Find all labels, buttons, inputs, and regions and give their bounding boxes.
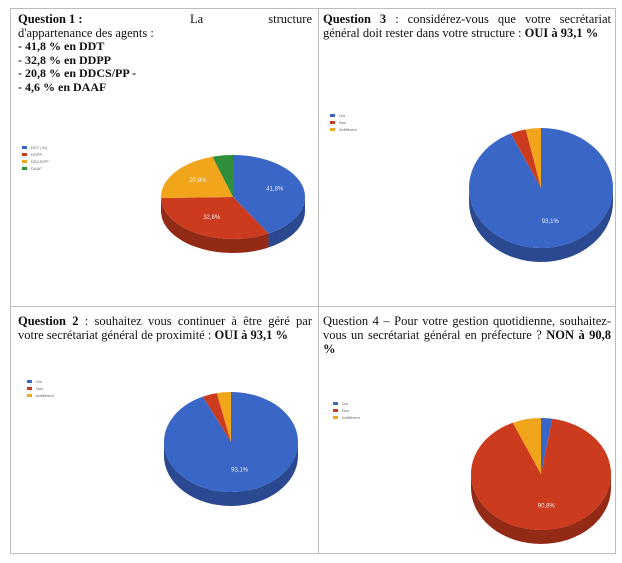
pie-slice-indiff-rent [525, 128, 541, 188]
question-4-body: – Pour votre gestion quotidienne, souhai… [323, 314, 612, 342]
legend-entry: Non [330, 119, 357, 126]
pie-slice-ddcs-pp [161, 156, 233, 199]
legend-swatch [22, 160, 27, 163]
pie-slice-ddt [233, 155, 305, 234]
cell-question-1: Question 1 : La structure d'appartenance… [18, 12, 312, 94]
pie-slice-ddpp [161, 197, 269, 240]
q1-bullet-4: - 4,6 % en DAAF [18, 79, 107, 94]
legend-entry: Non [333, 407, 360, 414]
pie-chart-question-2: 93,1% [164, 392, 299, 506]
legend-swatch [330, 128, 335, 131]
cell-question-4: Question 4 – Pour votre gestion quotidie… [323, 314, 611, 356]
question-3-body: : considérez-vous que votre secrétariat … [323, 12, 611, 40]
legend-entry: DDT (41) [22, 144, 49, 151]
table-frame [10, 8, 616, 554]
question-2-text: Question 2 : souhaitez vous continuer à … [18, 314, 312, 342]
pie-slice-side [164, 442, 298, 506]
legend-label: Oui [36, 379, 43, 384]
legend-label: DDPP [31, 152, 43, 157]
legend-label: Non [342, 408, 350, 413]
pie-slice-non [470, 418, 611, 530]
legend-label: Indifférent [339, 127, 357, 132]
legend-chart-4: Oui Non Indifférent [333, 400, 360, 421]
legend-swatch [333, 416, 338, 419]
legend-label: Oui [339, 113, 346, 118]
question-4-heading: Question 4 [323, 314, 379, 328]
legend-label: DDT (41) [31, 145, 48, 150]
legend-label: Indifférent [342, 415, 360, 420]
pie-slice-daaf [212, 155, 233, 197]
question-2-heading: Question 2 [18, 314, 79, 328]
legend-label: Indifférent [36, 393, 54, 398]
legend-swatch [330, 114, 335, 117]
legend-entry: Oui [330, 112, 357, 119]
legend-swatch [333, 402, 338, 405]
legend-swatch [22, 167, 27, 170]
pie-slice-side [471, 474, 611, 544]
legend-entry: Indifférent [333, 414, 360, 421]
q1-bullet-1: - 41,8 % en DDT [18, 39, 105, 53]
legend-entry: Indifférent [27, 392, 54, 399]
cell-question-2: Question 2 : souhaitez vous continuer à … [18, 314, 312, 342]
legend-entry: Oui [333, 400, 360, 407]
pie-slice-side [161, 198, 269, 253]
question-4-answer: NON à 90,8 % [323, 328, 611, 356]
pie-slice-oui [164, 392, 299, 493]
legend-chart-3: Oui Non Indifférent [27, 378, 54, 399]
question-3-answer: OUI à 93,1 % [524, 26, 599, 40]
legend-label: DDCS/PP [31, 159, 49, 164]
question-1-text: Question 1 : La structure [18, 12, 312, 26]
legend-swatch [27, 394, 32, 397]
pie-data-label: 41,8% [266, 187, 284, 193]
pie-data-label: 32,8% [203, 215, 221, 221]
legend-label: Non [36, 386, 44, 391]
legend-entry: Indifférent [330, 126, 357, 133]
legend-entry: DAAF [22, 165, 49, 172]
question-4-text: Question 4 – Pour votre gestion quotidie… [323, 314, 611, 356]
legend-swatch [330, 121, 335, 124]
question-1-heading: Question 1 : [18, 12, 83, 26]
cell-question-3: Question 3 : considérez-vous que votre s… [323, 12, 611, 40]
question-2-answer: OUI à 93,1 % [214, 328, 289, 342]
legend-swatch [27, 380, 32, 383]
question-3-text: Question 3 : considérez-vous que votre s… [323, 12, 611, 40]
column-divider [318, 8, 319, 554]
legend-entry: Oui [27, 378, 54, 385]
pie-data-label: 90,8% [538, 503, 556, 509]
pie-slice-non [510, 129, 541, 188]
pie-slice-non [202, 393, 231, 442]
pie-data-label: 93,1% [231, 467, 249, 473]
legend-entry: Non [27, 385, 54, 392]
pie-slice-side [469, 188, 613, 262]
pie-chart-question-3: 93,1% [468, 128, 613, 262]
pie-data-label: 20,8% [190, 178, 208, 184]
pie-slice-side [268, 197, 305, 248]
pie-slice-indiff-rent [512, 418, 541, 474]
question-2-body: : souhaitez vous continuer à être géré p… [18, 314, 312, 342]
question-3-heading: Question 3 [323, 12, 387, 26]
legend-swatch [333, 409, 338, 412]
legend-label: DAAF [31, 166, 42, 171]
q1-bullet-2: - 32,8 % en DDPP [18, 52, 111, 67]
pie-slice-indiff-rent [216, 392, 231, 442]
pie-slice-oui [541, 418, 553, 474]
row-divider [10, 306, 616, 307]
legend-entry: DDCS/PP [22, 158, 49, 165]
pie-chart-question-4: 90,8% [470, 418, 611, 544]
question-1-line1-tail: La structure [189, 12, 312, 26]
legend-swatch [22, 153, 27, 156]
legend-chart-1: DDT (41) DDPP DDCS/PP DAAF [22, 144, 49, 172]
pie-chart-structure: 41,8% 32,8% 20,8% [161, 155, 305, 253]
legend-swatch [27, 387, 32, 390]
legend-label: Oui [342, 401, 349, 406]
question-1-line2: d'appartenance des agents : [18, 26, 154, 40]
pie-slice-oui [468, 128, 613, 249]
legend-swatch [22, 146, 27, 149]
legend-label: Non [339, 120, 347, 125]
q1-bullet-3: - 20,8 % en DDCS/PP - [18, 66, 136, 80]
pie-data-label: 93,1% [542, 219, 560, 225]
legend-entry: DDPP [22, 151, 49, 158]
legend-chart-2: Oui Non Indifférent [330, 112, 357, 133]
